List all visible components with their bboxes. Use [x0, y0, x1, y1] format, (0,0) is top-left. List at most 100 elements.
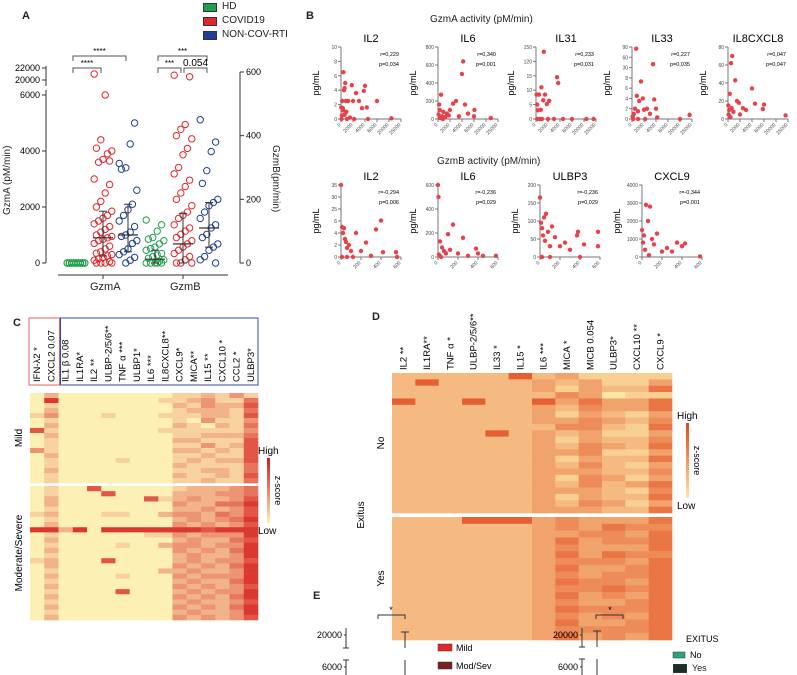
heatmap-cell: [201, 553, 216, 559]
heatmap-cell: [144, 423, 159, 429]
heatmap-cell: [201, 468, 216, 474]
data-point: [94, 158, 103, 166]
heatmap-cell: [532, 404, 556, 412]
heatmap-cell: [392, 443, 416, 450]
heatmap-cell: [438, 385, 463, 393]
heatmap-cell: [87, 423, 102, 429]
heatmap-cell: [115, 463, 131, 469]
data-point: [679, 244, 685, 249]
heatmap-cell: [215, 532, 230, 538]
data-point: [438, 254, 444, 260]
heatmap-cell: [87, 393, 102, 399]
heatmap-cell: [72, 458, 88, 464]
heatmap-cell: [392, 411, 416, 418]
tick-label: 90: [622, 45, 628, 51]
data-point: [631, 111, 636, 117]
heatmap-cell: [115, 398, 131, 404]
heatmap-cell: [144, 501, 159, 507]
heatmap-cell: [215, 614, 230, 621]
heatmap-cell: [87, 583, 102, 590]
heatmap-cell: [158, 393, 173, 399]
heatmap-cell: [129, 398, 145, 404]
data-point: [760, 106, 765, 112]
heatmap-cell: [648, 373, 673, 380]
heatmap-cell: [30, 511, 45, 518]
heatmap-cell: [201, 428, 216, 434]
heatmap-cell: [532, 373, 556, 380]
correlation-r: r=0,047: [767, 52, 786, 58]
heatmap-cell: [129, 453, 145, 459]
heatmap-cell: [201, 433, 216, 439]
heatmap-cell: [602, 578, 626, 586]
heatmap-cell: [625, 493, 649, 501]
heatmap-cell: [485, 411, 509, 418]
heatmap-cell: [243, 428, 259, 434]
heatmap-cell: [438, 443, 463, 450]
heatmap-cell: [44, 599, 59, 605]
data-point: [183, 208, 192, 216]
heatmap-cell: [229, 501, 245, 507]
heatmap-cell: [129, 604, 145, 610]
heatmap-cell: [602, 493, 626, 501]
data-point: [172, 233, 181, 242]
tick-label: 0: [336, 122, 342, 128]
heatmap-cell: [243, 463, 259, 469]
heatmap-cell: [555, 578, 579, 586]
heatmap-cell: [578, 417, 603, 425]
data-point: [537, 195, 543, 200]
heatmap-cell: [438, 558, 463, 566]
heatmap-cell: [243, 448, 259, 454]
heatmap-cell: [243, 458, 259, 464]
heatmap-cell: [392, 449, 416, 457]
heatmap-cell: [229, 578, 245, 585]
heatmap-cell: [186, 423, 202, 429]
heatmap-cell: [172, 537, 188, 543]
heatmap-cell: [578, 633, 603, 641]
heatmap-cell: [415, 551, 439, 559]
data-point: [92, 259, 101, 267]
heatmap-cell: [201, 594, 216, 600]
heatmap-cell: [625, 487, 649, 495]
heatmap-cell: [144, 604, 159, 610]
y-axis-label: pg/mL: [510, 208, 520, 233]
heatmap-cell: [555, 455, 579, 463]
heatmap-cell: [602, 392, 626, 399]
heatmap-cell: [44, 478, 59, 484]
data-point: [638, 79, 644, 84]
data-point: [641, 233, 647, 238]
tick-label: 25000: [388, 122, 402, 136]
heatmap-cell: [144, 609, 159, 616]
heatmap-cell: [392, 592, 416, 600]
heatmap-cell: [44, 573, 59, 580]
heatmap-cell: [555, 506, 579, 514]
correlation-p: p=0,047: [766, 62, 786, 68]
heatmap-cell: [485, 537, 509, 545]
heatmap-cell: [462, 599, 486, 607]
tick-label: 2: [334, 243, 337, 249]
tick-label: 200: [528, 183, 537, 189]
heatmap-cell: [392, 599, 416, 607]
heatmap-cell: [243, 522, 259, 528]
heatmap-cell: [158, 573, 173, 580]
heatmap-cell: [44, 496, 59, 502]
heatmap-cell: [101, 609, 116, 616]
heatmap-cell: [625, 599, 649, 607]
heatmap-cell: [578, 385, 603, 393]
heatmap-cell: [462, 564, 486, 572]
heatmap-cell: [229, 553, 245, 559]
heatmap-cell: [129, 478, 145, 484]
column-label: ULBP3*: [246, 348, 257, 382]
y-axis-broken: [343, 628, 349, 675]
data-point: [488, 115, 493, 121]
heatmap-cell: [508, 462, 533, 469]
heatmap-cell: [508, 585, 533, 593]
heatmap-cell: [462, 474, 486, 482]
heatmap-cell: [30, 423, 45, 429]
heatmap-cell: [30, 604, 45, 610]
heatmap-cell: [158, 516, 173, 523]
heatmap-cell: [58, 501, 74, 507]
heatmap-cell: [72, 438, 88, 444]
data-point: [539, 226, 545, 231]
heatmap-cell: [87, 563, 102, 569]
